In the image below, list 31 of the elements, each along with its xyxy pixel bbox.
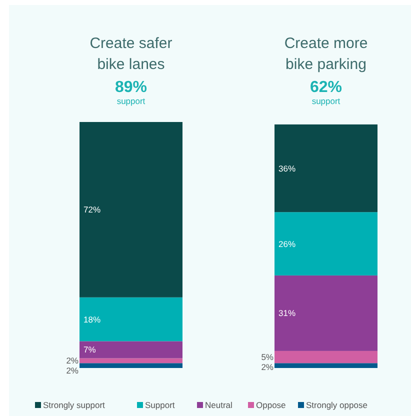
legend-label: Support [145, 400, 176, 410]
data-label: 2% [261, 362, 274, 372]
legend-label: Strongly support [43, 400, 106, 410]
legend-label: Strongly oppose [306, 400, 368, 410]
bar [274, 275, 378, 351]
bar [80, 358, 182, 364]
data-label: 7% [84, 344, 96, 355]
x-tick-label: Create more bike parking [284, 35, 368, 73]
bar [274, 363, 378, 368]
data-label: 5% [261, 352, 274, 362]
text: 89% [114, 79, 148, 96]
bar [80, 363, 182, 368]
legend-label: Oppose [256, 400, 286, 410]
bar [80, 341, 182, 358]
text: support [312, 96, 341, 106]
data-label: 72% [84, 204, 101, 215]
text: 62% [310, 79, 342, 96]
bar [80, 122, 182, 298]
data-label: 18% [84, 314, 101, 324]
bar [274, 212, 378, 276]
bar [274, 350, 378, 364]
data-label: 26% [278, 238, 296, 249]
data-label: 2% [66, 366, 79, 376]
text: support [116, 96, 146, 106]
legend-label: Neutral [205, 400, 233, 410]
data-label: 36% [278, 163, 296, 174]
x-tick-label: Create safer bike lanes [90, 35, 172, 73]
bar [80, 297, 182, 342]
bar [274, 124, 378, 212]
data-label: 2% [66, 356, 79, 366]
data-label: 31% [278, 308, 296, 318]
